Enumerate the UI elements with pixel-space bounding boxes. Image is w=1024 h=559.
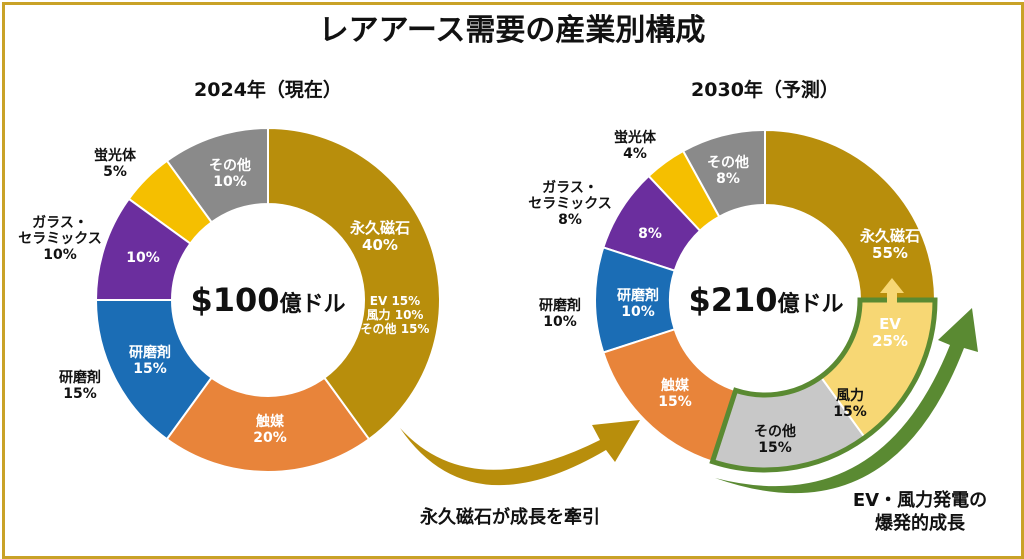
donut-slice-1-4 (594, 246, 676, 354)
label-other-2030: その他 8% (707, 155, 749, 188)
donut-slice-1-6 (647, 149, 721, 233)
label-magnet-breakdown-2024: EV 15% 風力 10% その他 15% (360, 294, 430, 336)
label-other-magnet-2030: その他 15% (754, 424, 796, 457)
donut-slice-0-4 (127, 159, 213, 245)
label-phosphor-2030: 蛍光体 4% (614, 130, 656, 163)
label-abrasive-outer-2030: 研磨剤 10% (539, 298, 581, 331)
label-ev-2030: EV 25% (872, 315, 908, 351)
highlight-outline-wind-other (709, 297, 938, 473)
label-abrasive-outer-2024: 研磨剤 15% (59, 370, 101, 403)
chart-title-2030: 2030年（予測） (691, 79, 839, 101)
donut-slice-1-5 (602, 174, 702, 272)
label-other-2024: その他 10% (209, 158, 251, 191)
chart-title-2024: 2024年（現在） (194, 79, 342, 101)
label-abrasive-2030: 研磨剤 10% (617, 288, 659, 321)
label-catalyst-2024: 触媒 20% (253, 414, 287, 447)
label-magnet-2030: 永久磁石 55% (859, 227, 920, 263)
donut-slice-1-3 (602, 328, 737, 463)
label-glass-inner-2030: 8% (638, 226, 662, 242)
label-glass-2024: ガラス・ セラミックス 10% (18, 215, 102, 264)
chart-title: レアアース需要の産業別構成 (318, 13, 706, 48)
up-arrow-icon (880, 278, 904, 305)
donut-slice-0-3 (94, 197, 192, 301)
donut-slice-0-1 (165, 376, 371, 473)
label-phosphor-2024: 蛍光体 5% (94, 148, 136, 181)
label-magnet-2024: 永久磁石 40% (349, 219, 410, 255)
label-glass-inner-2024: 10% (126, 250, 160, 266)
growth-arrow-green (715, 308, 978, 494)
donut-slice-1-0 (764, 128, 937, 301)
note-magnet-growth: 永久磁石が成長を牽引 (420, 507, 600, 528)
donut-slice-0-2 (94, 299, 213, 441)
donut-slice-0-0 (267, 126, 441, 441)
label-catalyst-2030: 触媒 15% (658, 378, 692, 411)
label-glass-2030: ガラス・ セラミックス 8% (528, 180, 612, 229)
growth-arrow-gold (400, 420, 640, 486)
note-ev-wind-growth: EV・風力発電の 爆発的成長 (852, 490, 988, 534)
total-2030: $210億ドル (688, 281, 844, 319)
label-wind-2030: 風力 15% (833, 388, 867, 421)
label-abrasive-2024: 研磨剤 15% (129, 345, 171, 378)
total-2024: $100億ドル (190, 281, 346, 319)
